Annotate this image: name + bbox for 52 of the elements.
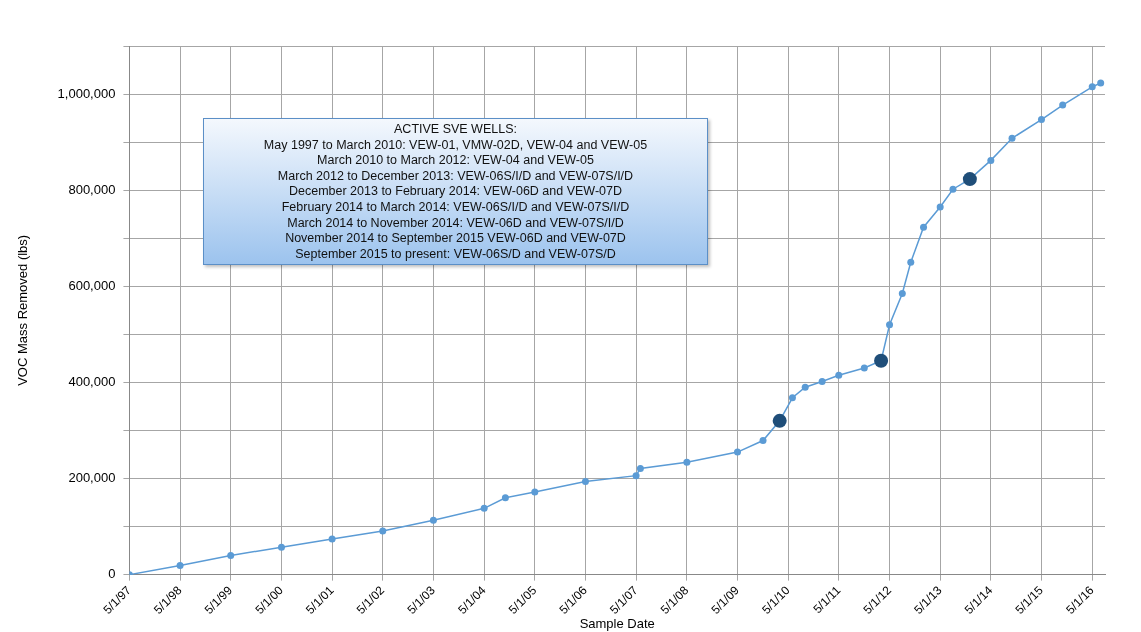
point xyxy=(920,223,928,231)
annotation: March 2010 to March 2012: VEW-04 and VEW-05 xyxy=(316,153,595,169)
point xyxy=(962,172,977,187)
point xyxy=(632,472,640,480)
y-tick-label: 200,000 xyxy=(68,470,116,486)
point xyxy=(907,258,915,266)
point xyxy=(788,394,796,402)
point xyxy=(176,562,184,569)
point xyxy=(531,488,539,496)
point xyxy=(1037,116,1045,124)
point xyxy=(1088,83,1096,91)
point xyxy=(277,543,285,551)
point xyxy=(936,203,944,211)
annotation: March 2014 to November 2014: VEW-06D and VEW-07S/I/D xyxy=(286,215,625,232)
annotation: March 2012 to December 2013: VEW-06S/I/D and VEW-07S/I/D xyxy=(276,168,635,185)
y-tick-label: 0 xyxy=(108,566,116,582)
point xyxy=(683,458,691,466)
point xyxy=(1059,101,1067,109)
point xyxy=(987,156,995,164)
annotation: May 1997 to March 2010: VEW-01, VMW-02D, VEW-04 and VEW-05 xyxy=(262,137,649,154)
point xyxy=(480,504,488,512)
y-tick-label: 400,000 xyxy=(68,373,116,389)
annotation: December 2013 to February 2014: VEW-06D and VEW-07D xyxy=(287,184,623,200)
annotation: November 2014 to September 2015 VEW-06D and VEW-07D xyxy=(284,231,627,247)
annotation: ACTIVE SVE WELLS: xyxy=(393,122,518,138)
point xyxy=(898,289,906,297)
point xyxy=(379,527,387,535)
point xyxy=(874,353,889,368)
point xyxy=(949,185,957,193)
point xyxy=(818,377,826,385)
annotation: February 2014 to March 2014: VEW-06S/I/D and VEW-07S/I/D xyxy=(280,199,631,216)
y-tick-label: 1,000,000 xyxy=(57,85,116,101)
point xyxy=(227,551,235,559)
point xyxy=(636,464,644,472)
point xyxy=(886,321,894,329)
point xyxy=(581,477,589,485)
point xyxy=(734,448,741,456)
point xyxy=(860,364,868,372)
point xyxy=(1008,134,1016,142)
y-tick-label: 800,000 xyxy=(68,181,116,197)
point xyxy=(759,437,767,445)
annotation: September 2015 to present: VEW-06S/D and VEW-07S/D xyxy=(294,246,617,263)
point xyxy=(328,535,336,543)
x-axis-title: Sample Date xyxy=(579,615,655,631)
point xyxy=(801,383,809,391)
y-tick-label: 600,000 xyxy=(68,277,116,293)
y-axis-title: VOC Mass Removed (lbs) xyxy=(15,234,31,386)
point xyxy=(835,371,843,379)
point xyxy=(1097,79,1105,87)
point xyxy=(429,516,437,524)
point xyxy=(772,413,787,428)
point xyxy=(501,494,509,502)
